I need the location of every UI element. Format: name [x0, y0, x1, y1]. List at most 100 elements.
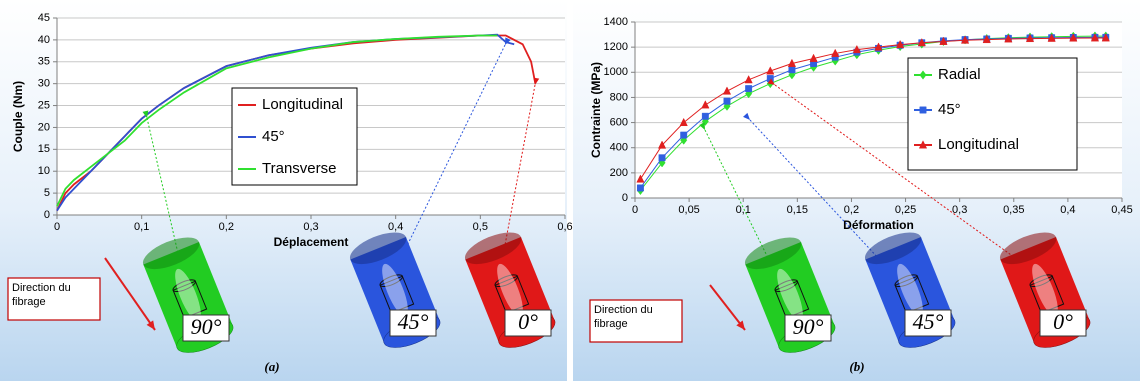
x-tick-label: 0	[54, 221, 60, 233]
y-tick-label: 45	[38, 12, 50, 24]
marker	[744, 75, 753, 84]
direction-label: Direction du fibrage	[594, 304, 653, 330]
fiber-bundle	[172, 280, 208, 319]
x-tick-label: 0,45	[1111, 204, 1132, 216]
marker	[809, 53, 818, 62]
marker	[788, 66, 796, 74]
direction-arrowhead	[736, 320, 745, 330]
x-tick-label: 0,6	[557, 221, 572, 233]
connector-head	[504, 37, 511, 45]
y-tick-label: 1000	[604, 66, 628, 78]
direction-box	[589, 299, 683, 343]
y-tick-label: 20	[38, 121, 50, 133]
direction-label-wrap: Direction du fibrage	[12, 282, 71, 308]
angle-box	[504, 309, 552, 337]
marker	[745, 85, 753, 93]
connector-head	[743, 112, 750, 120]
marker	[960, 35, 970, 44]
cylinder-top	[142, 237, 200, 270]
x-axis-title: Déformation	[843, 218, 914, 232]
fiber-end	[172, 279, 196, 293]
cylinder-top	[464, 232, 522, 265]
y-tick-label: 400	[610, 142, 628, 154]
marker	[787, 58, 797, 67]
x-tick-label: 0,4	[1060, 204, 1075, 216]
legend-label: Transverse	[262, 160, 336, 177]
fiber-bundle	[494, 275, 530, 314]
direction-arrowhead	[146, 320, 155, 330]
y-tick-label: 600	[610, 116, 628, 128]
y-axis-title: Couple (Nm)	[11, 81, 25, 152]
angle-label: 45°	[398, 309, 429, 334]
connector-head	[142, 110, 149, 118]
connector-head	[533, 77, 540, 85]
marker	[1025, 33, 1035, 43]
connector	[504, 84, 536, 246]
cylinder-top	[744, 237, 802, 270]
y-tick-label: 30	[38, 78, 50, 90]
connector	[704, 129, 771, 263]
angle-box	[784, 314, 832, 342]
marker	[939, 36, 948, 45]
angle-label: 90°	[191, 314, 222, 339]
y-axis-title: Contrainte (MPa)	[589, 62, 603, 158]
fiber-bundle	[1029, 275, 1065, 314]
marker	[701, 100, 710, 109]
y-tick-label: 5	[44, 187, 50, 199]
x-tick-label: 0,5	[473, 221, 488, 233]
connector	[146, 117, 181, 263]
marker	[917, 37, 926, 47]
connector-head	[767, 78, 776, 85]
legend-marker	[919, 106, 927, 114]
y-tick-label: 25	[38, 99, 50, 111]
marker	[1090, 33, 1100, 42]
angle-label: 45°	[913, 309, 944, 334]
angle-box	[1039, 309, 1087, 337]
legend-label: Longitudinal	[938, 136, 1019, 153]
legend-label: Longitudinal	[262, 96, 343, 113]
cut-plane	[897, 263, 923, 317]
cylinder-top	[999, 232, 1057, 265]
marker	[636, 174, 645, 183]
direction-box	[7, 277, 101, 321]
marker	[701, 112, 709, 120]
y-tick-label: 1400	[604, 16, 628, 28]
marker	[723, 97, 731, 105]
fiber-end	[379, 274, 403, 288]
cylinder-top	[864, 232, 922, 265]
marker	[680, 135, 688, 145]
angle-label: 0°	[518, 309, 538, 334]
y-tick-label: 0	[622, 192, 628, 204]
legend-label: Radial	[938, 66, 981, 83]
direction-arrow	[709, 284, 746, 331]
fiber-bundle	[894, 275, 930, 314]
fiber-end	[774, 279, 798, 293]
direction-label-wrap: Direction du fibrage	[594, 304, 653, 330]
fiber-bundle	[774, 280, 810, 319]
panel-label: (a)	[264, 359, 279, 374]
x-tick-label: 0,2	[844, 204, 859, 216]
x-tick-label: 0,3	[952, 204, 967, 216]
fiber-end	[494, 274, 518, 288]
y-tick-label: 15	[38, 143, 50, 155]
angle-box	[904, 309, 952, 337]
x-axis-title: Déplacement	[274, 235, 349, 249]
y-tick-label: 800	[610, 91, 628, 103]
marker	[852, 44, 861, 54]
marker	[722, 86, 732, 95]
panel-label: (b)	[849, 359, 864, 374]
angle-label: 0°	[1053, 309, 1073, 334]
fiber-end	[894, 274, 918, 288]
angle-label: 90°	[793, 314, 824, 339]
x-tick-label: 0,1	[736, 204, 751, 216]
y-tick-label: 0	[44, 209, 50, 221]
angle-box	[182, 314, 230, 342]
marker	[982, 34, 991, 44]
y-tick-label: 35	[38, 56, 50, 68]
marker	[1004, 34, 1013, 43]
cylinder-top	[349, 232, 407, 265]
x-tick-label: 0,15	[787, 204, 808, 216]
x-tick-label: 0,2	[219, 221, 234, 233]
series-line	[56, 34, 498, 207]
